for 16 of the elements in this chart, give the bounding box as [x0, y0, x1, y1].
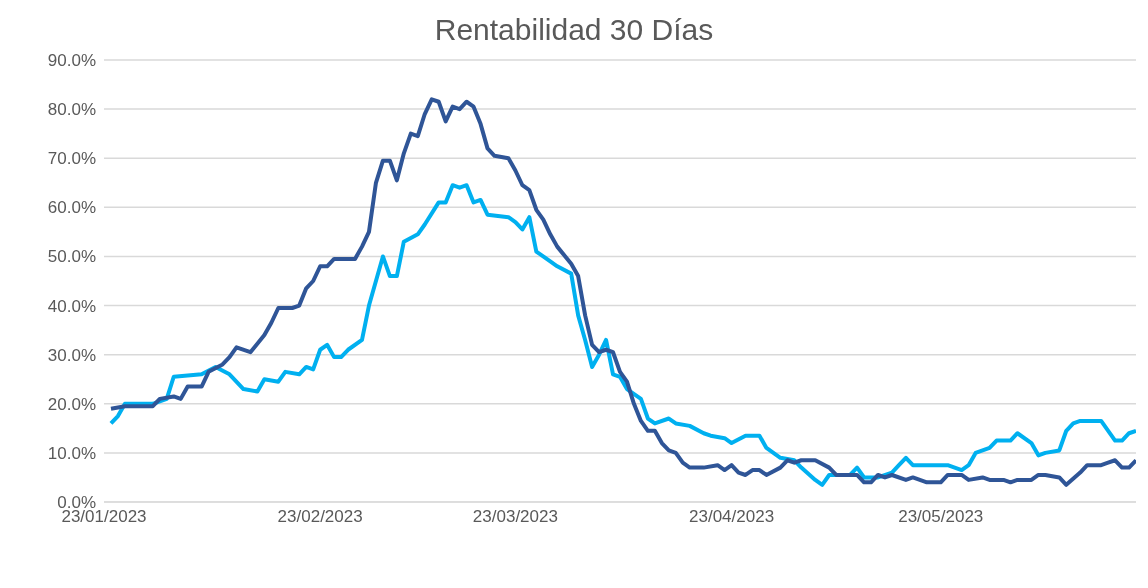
y-tick-label: 10.0% [47, 443, 96, 463]
y-tick-label: 90.0% [47, 51, 96, 71]
y-tick-label: 30.0% [47, 345, 96, 365]
y-tick-label: 60.0% [47, 198, 96, 218]
line-series [108, 183, 1136, 487]
y-tick-label: 50.0% [47, 247, 96, 267]
x-tick-label: 23/04/2023 [689, 507, 775, 527]
x-tick-label: 23/03/2023 [472, 507, 558, 527]
y-tick-label: 70.0% [47, 149, 96, 169]
line-series [108, 97, 1136, 487]
y-tick-label: 40.0% [47, 296, 96, 316]
x-tick-label: 23/05/2023 [898, 507, 984, 527]
y-tick-label: 80.0% [47, 100, 96, 120]
chart-title: Rentabilidad 30 Días [433, 12, 715, 48]
y-tick-label: 20.0% [47, 394, 96, 414]
x-tick-label: 23/02/2023 [277, 507, 363, 527]
